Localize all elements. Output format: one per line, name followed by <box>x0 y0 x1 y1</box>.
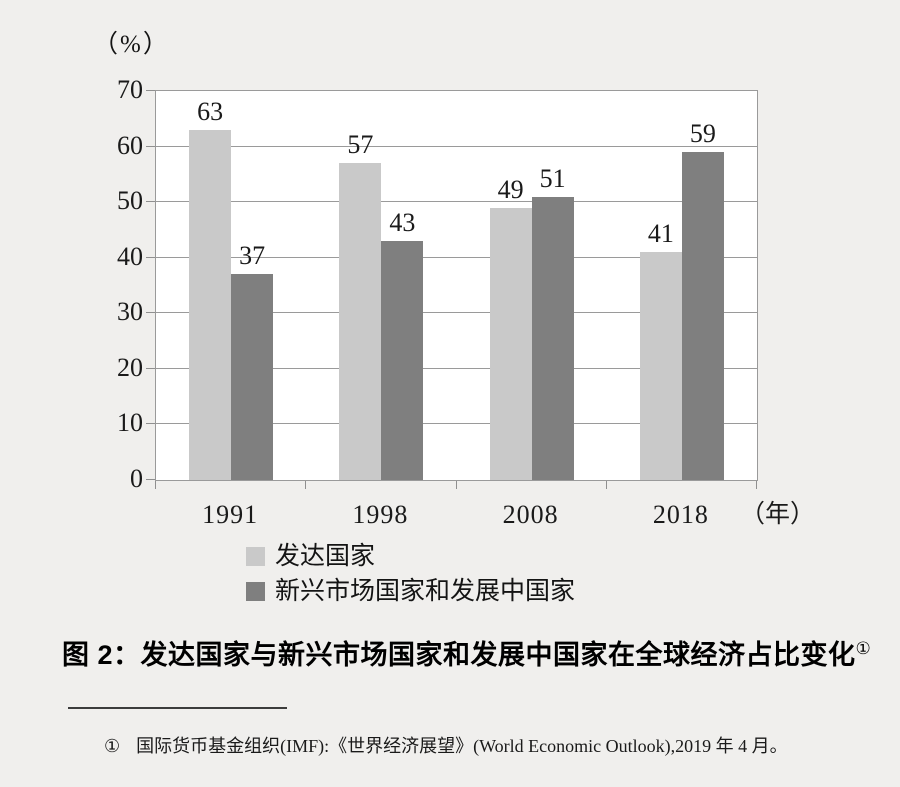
x-axis-unit-label: （年） <box>740 501 816 528</box>
x-axis-tick-2 <box>455 481 457 489</box>
legend-item-developed-countries: 发达国家 <box>246 543 575 570</box>
legend-label-emerging-developing-countries: 新兴市场国家和发展中国家 <box>275 578 576 605</box>
legend-swatch-emerging-developing-countries <box>246 582 265 601</box>
value-label-2018-series-1: 59 <box>689 119 716 149</box>
gridline-40 <box>156 256 757 258</box>
value-label-1991-series-0: 63 <box>197 96 224 126</box>
y-axis-tick-60 <box>146 145 155 147</box>
y-axis-tick-10 <box>146 423 155 425</box>
footnote-marker: ① <box>104 736 121 756</box>
bar-1998-series-1 <box>381 241 424 480</box>
value-label-1991-series-1: 37 <box>239 241 266 271</box>
y-axis-tick-label-0: 0 <box>130 464 143 493</box>
footnote: ① 国际货币基金组织(IMF):《世界经济展望》(World Economic O… <box>104 733 864 759</box>
x-axis-label-2008: 2008 <box>502 500 559 529</box>
bar-1998-series-0 <box>339 163 382 480</box>
bar-1991-series-1 <box>231 274 274 480</box>
gridline-20 <box>156 367 757 369</box>
value-label-1998-series-0: 57 <box>347 130 374 160</box>
value-label-1998-series-1: 43 <box>389 208 416 238</box>
gridline-60 <box>156 145 757 147</box>
y-axis-tick-label-20: 20 <box>117 352 143 382</box>
y-axis-tick-label-70: 70 <box>117 75 143 104</box>
caption-text: 图 2：发达国家与新兴市场国家和发展中国家在全球经济占比变化 <box>62 640 856 670</box>
bar-1991-series-0 <box>189 129 232 480</box>
bar-2018-series-0 <box>639 252 682 480</box>
y-axis-tick-label-30: 30 <box>117 297 143 327</box>
y-axis-tick-0 <box>146 479 155 480</box>
gridline-50 <box>156 201 757 203</box>
bar-2008-series-0 <box>489 207 532 480</box>
x-axis-tick-0 <box>155 481 156 489</box>
y-axis-tick-40 <box>146 256 155 258</box>
y-axis-tick-20 <box>146 367 155 369</box>
value-label-2008-series-1: 51 <box>539 163 566 193</box>
x-axis-tick-4 <box>756 481 757 489</box>
gridline-30 <box>156 312 757 314</box>
y-axis-tick-70 <box>146 90 155 91</box>
value-label-2018-series-0: 41 <box>647 219 674 249</box>
y-axis-tick-30 <box>146 312 155 314</box>
y-axis-unit-label: （%） <box>93 31 170 58</box>
value-label-2008-series-0: 49 <box>497 174 524 204</box>
chart-legend: 发达国家 新兴市场国家和发展中国家 <box>246 543 576 615</box>
footnote-divider <box>68 707 287 709</box>
legend-swatch-developed-countries <box>246 547 265 566</box>
x-axis-label-2018: 2018 <box>652 500 709 529</box>
x-axis-label-1998: 1998 <box>352 500 409 529</box>
bar-2018-series-1 <box>681 152 724 480</box>
x-axis-label-1991: 1991 <box>202 500 259 529</box>
plot-area: 63 37 57 43 49 51 41 59 <box>155 90 758 481</box>
y-axis-tick-50 <box>146 201 155 203</box>
x-axis-tick-1 <box>305 481 307 489</box>
caption-footnote-ref: ① <box>855 639 872 658</box>
legend-item-emerging-developing-countries: 新兴市场国家和发展中国家 <box>246 578 576 605</box>
y-axis-tick-label-50: 50 <box>117 186 143 216</box>
figure-caption: 图 2：发达国家与新兴市场国家和发展中国家在全球经济占比变化① <box>62 638 871 672</box>
bar-2008-series-1 <box>531 196 574 480</box>
y-axis-tick-label-40: 40 <box>117 241 143 271</box>
gridline-10 <box>156 423 757 425</box>
y-axis-tick-label-10: 10 <box>117 408 143 438</box>
legend-label-developed-countries: 发达国家 <box>275 543 376 570</box>
y-axis-tick-label-60: 60 <box>117 130 143 160</box>
x-axis-tick-3 <box>605 481 607 489</box>
footnote-text: 国际货币基金组织(IMF):《世界经济展望》(World Economic Ou… <box>136 736 788 756</box>
